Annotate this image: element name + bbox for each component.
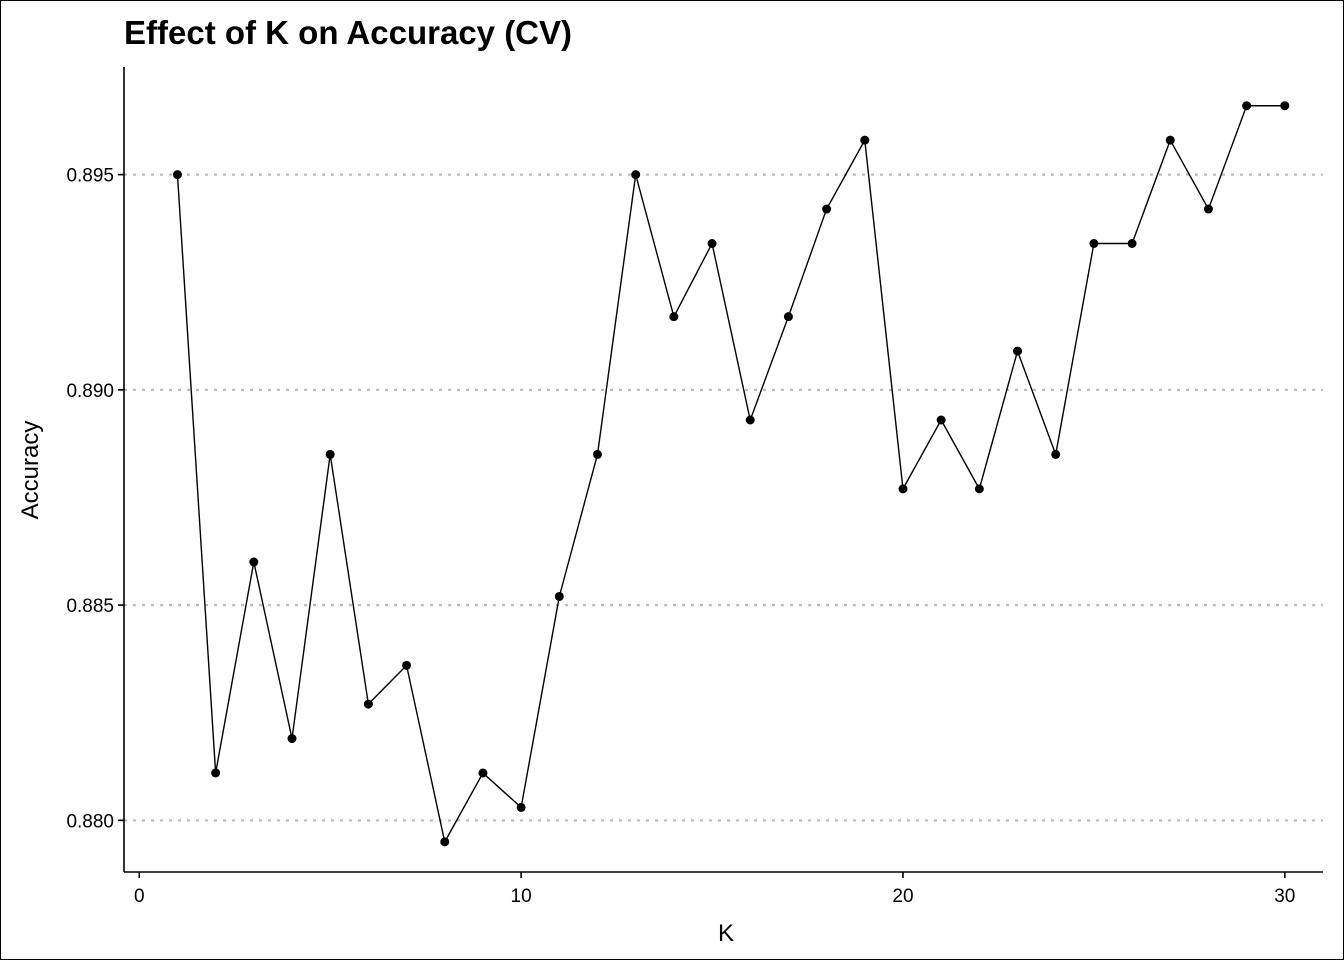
x-axis-ticks: 0 10 20 30 (134, 872, 1295, 907)
data-point (249, 557, 259, 567)
y-tick-label: 0.885 (66, 596, 114, 617)
data-point (325, 449, 335, 459)
x-axis-title: K (718, 920, 734, 947)
data-point (592, 449, 602, 459)
data-point (1013, 346, 1023, 356)
data-point (631, 170, 641, 180)
data-point (898, 484, 908, 494)
y-tick-label: 0.890 (66, 381, 114, 402)
x-tick-label: 10 (511, 886, 532, 907)
data-point (1280, 101, 1290, 111)
data-point (363, 699, 373, 709)
data-point (1242, 101, 1252, 111)
y-tick-label: 0.895 (66, 166, 114, 187)
y-axis-ticks: 0.880 0.885 0.890 0.895 (66, 166, 124, 832)
series-accuracy (172, 101, 1290, 847)
data-point (707, 238, 717, 248)
data-point (745, 415, 755, 425)
data-point (1127, 238, 1137, 248)
data-point (478, 768, 488, 778)
data-point (516, 802, 526, 812)
data-point (1089, 238, 1099, 248)
data-point (936, 415, 946, 425)
axes (123, 67, 1323, 873)
data-point (1203, 204, 1213, 214)
data-point (1051, 449, 1061, 459)
y-axis-title: Accuracy (17, 421, 44, 520)
chart-title: Effect of K on Accuracy (CV) (124, 14, 572, 51)
data-point (669, 312, 679, 322)
data-point (783, 312, 793, 322)
data-point (440, 837, 450, 847)
x-tick-label: 0 (134, 886, 145, 907)
data-point (402, 660, 412, 670)
y-tick-label: 0.880 (66, 811, 114, 832)
data-point (1165, 135, 1175, 145)
gridlines (124, 173, 1323, 822)
x-tick-label: 30 (1274, 886, 1295, 907)
x-tick-label: 20 (892, 886, 913, 907)
data-point (211, 768, 221, 778)
data-point (822, 204, 832, 214)
data-point (172, 170, 182, 180)
data-point (287, 734, 297, 744)
series-line (176, 105, 1285, 844)
data-point (554, 591, 564, 601)
data-point (860, 135, 870, 145)
data-point (974, 484, 984, 494)
